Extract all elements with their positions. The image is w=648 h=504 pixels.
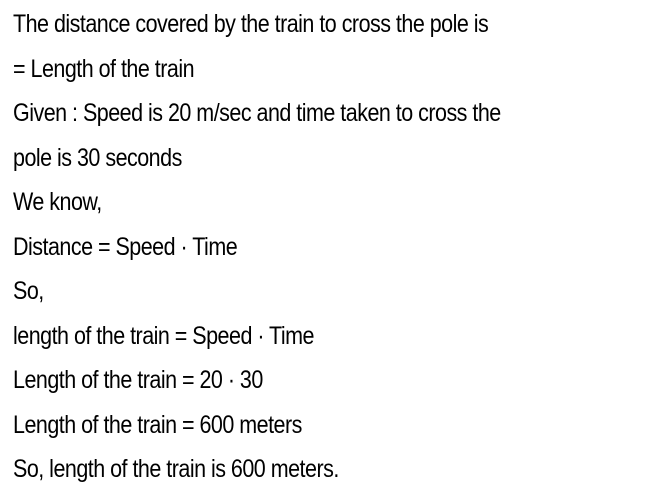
text-line: Length of the train = 600 meters — [13, 410, 302, 439]
text-line: Given : Speed is 20 m/sec and time taken… — [13, 99, 501, 127]
text-line: length of the train = Speed · Time — [13, 321, 314, 350]
text-line: Distance = Speed · Time — [13, 232, 238, 261]
text-line: pole is 30 seconds — [13, 143, 182, 172]
text-line: So, length of the train is 600 meters. — [13, 455, 339, 483]
text-line: = Length of the train — [13, 54, 195, 83]
text-line: So, — [13, 277, 44, 305]
text-line: Length of the train = 20 · 30 — [13, 366, 263, 394]
text-line: We know, — [13, 188, 102, 216]
text-line: The distance covered by the train to cro… — [13, 10, 489, 38]
